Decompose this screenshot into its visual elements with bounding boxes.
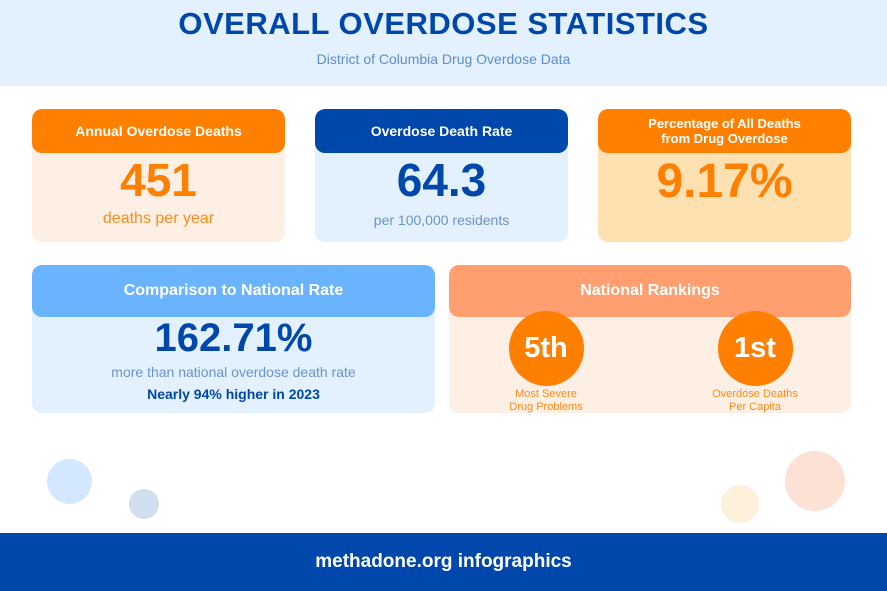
decorative-circle xyxy=(129,489,159,519)
page-title: OVERALL OVERDOSE STATISTICS xyxy=(178,6,709,41)
percentage-card: Percentage of All Deaths from Drug Overd… xyxy=(598,109,851,242)
card-title: Percentage of All Deaths from Drug Overd… xyxy=(598,109,851,153)
decorative-circle xyxy=(721,485,759,523)
card-value: 162.71% xyxy=(154,316,313,360)
rankings-card: National Rankings 5th Most Severe Drug P… xyxy=(449,265,851,413)
card-subtext: more than national overdose death rate xyxy=(111,364,356,380)
footer-text: methadone.org infographics xyxy=(315,551,572,572)
death-rate-card: Overdose Death Rate 64.3 per 100,000 res… xyxy=(315,109,568,242)
card-title: National Rankings xyxy=(449,265,851,317)
decorative-circle xyxy=(785,451,845,511)
footer: methadone.org infographics xyxy=(0,533,887,591)
card-value: 451 xyxy=(120,154,197,206)
card-value: 9.17% xyxy=(656,155,793,208)
card-title: Annual Overdose Deaths xyxy=(32,109,285,153)
rank-badge: 5th xyxy=(508,311,584,386)
card-title: Overdose Death Rate xyxy=(315,109,568,153)
rank-label-line1: Most Severe xyxy=(515,388,577,400)
card-note: Nearly 94% higher in 2023 xyxy=(147,386,320,402)
card-title-line1: Percentage of All Deaths xyxy=(648,116,801,131)
card-subtext: deaths per year xyxy=(102,210,215,227)
rank-label-line2: Drug Problems xyxy=(509,401,583,413)
rank-badge: 1st xyxy=(717,311,793,386)
rank-label-line2: Per Capita xyxy=(729,401,781,413)
ranking-item: 5th Most Severe Drug Problems xyxy=(481,311,611,413)
comparison-card: Comparison to National Rate 162.71% more… xyxy=(32,265,435,413)
page-subtitle: District of Columbia Drug Overdose Data xyxy=(316,51,571,67)
ranking-item: 1st Overdose Deaths Per Capita xyxy=(690,311,820,413)
card-title-line2: from Drug Overdose xyxy=(661,131,788,146)
rank-label-line1: Overdose Deaths xyxy=(712,388,798,400)
card-value: 64.3 xyxy=(396,154,487,206)
decorative-circle xyxy=(47,459,92,504)
annual-deaths-card: Annual Overdose Deaths 451 deaths per ye… xyxy=(32,109,285,242)
card-title: Comparison to National Rate xyxy=(32,265,435,317)
header: OVERALL OVERDOSE STATISTICS District of … xyxy=(0,0,887,86)
card-subtext: per 100,000 residents xyxy=(373,212,510,228)
